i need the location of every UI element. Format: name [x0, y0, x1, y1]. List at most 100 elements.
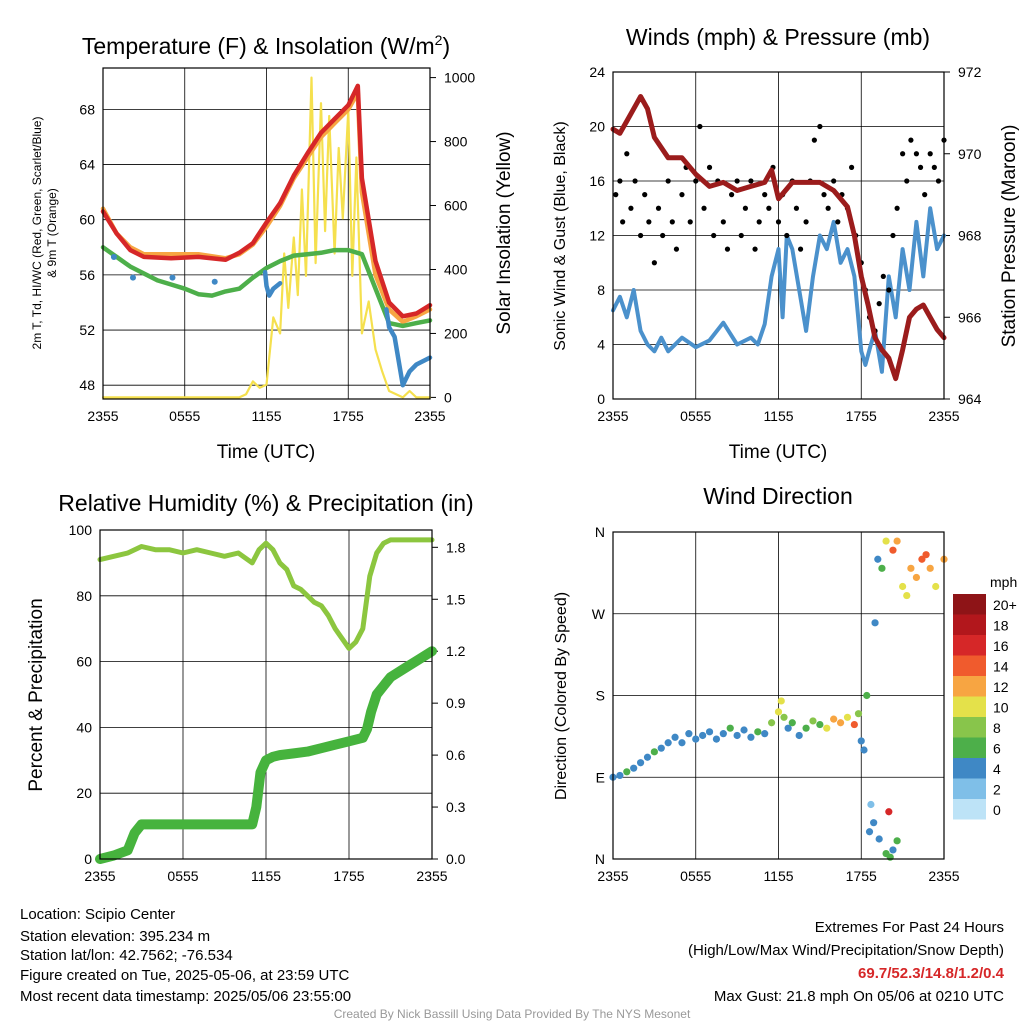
x-tick-label: 2355 — [84, 868, 115, 884]
gust-point — [673, 246, 680, 252]
y-tick-label: 56 — [79, 267, 95, 283]
direction-point — [907, 564, 915, 572]
gust-point — [886, 287, 892, 293]
direction-point — [860, 746, 868, 754]
y-tick-label: 64 — [79, 157, 95, 173]
credit-text: Created By Nick Bassill Using Data Provi… — [333, 1007, 691, 1021]
temperature-xlabel: Time (UTC) — [217, 442, 316, 463]
legend-swatch — [953, 635, 986, 656]
direction-point — [784, 724, 792, 732]
direction-point — [850, 720, 858, 729]
x-tick-label: 2355 — [928, 868, 959, 884]
y-tick-label: 52 — [79, 322, 95, 338]
direction-point — [903, 591, 911, 600]
direction-point — [774, 708, 783, 716]
direction-point — [865, 828, 874, 836]
gust-point — [894, 205, 900, 211]
gust-point — [917, 164, 924, 170]
direction-point — [874, 555, 882, 563]
direction-point — [918, 555, 926, 563]
direction-panel: Wind Direction 2355 0555 1155 1755 2355NESWN… — [553, 483, 1017, 884]
temperature-ylabel-line1: 2m T, Td, HI/WC (Red, Green, Scarlet/Blu… — [30, 117, 44, 350]
y-tick-label: 40 — [76, 719, 92, 735]
direction-point — [926, 564, 934, 572]
x-tick-label: 2355 — [87, 408, 118, 424]
y2-tick-label: 0.3 — [446, 799, 466, 815]
direction-point — [636, 759, 645, 767]
windchill-series-line — [262, 269, 283, 298]
direction-point — [768, 719, 776, 727]
direction-point — [726, 724, 734, 732]
x-tick-label: 0555 — [680, 408, 711, 424]
direction-point — [836, 719, 845, 727]
gust-point — [908, 137, 914, 143]
gust-point — [913, 151, 920, 157]
gust-point — [784, 232, 790, 239]
legend-label: 14 — [993, 659, 1009, 675]
y2-tick-label: 400 — [444, 261, 468, 277]
direction-point — [630, 764, 638, 772]
legend-swatch — [953, 737, 986, 758]
humidity-plot-area: 2355 0555 1155 1755 23550204060801000.00.30.… — [69, 522, 466, 884]
winds-xlabel: Time (UTC) — [729, 442, 828, 463]
gust-point — [701, 205, 707, 211]
gust-point — [831, 178, 837, 184]
direction-point — [823, 724, 831, 732]
gust-point — [738, 232, 744, 239]
gust-point — [693, 178, 699, 184]
solar-ylabel: Solar Insolation (Yellow) — [494, 131, 515, 334]
gust-point — [742, 205, 749, 211]
y-tick-label: N — [595, 851, 605, 867]
direction-point — [699, 731, 707, 740]
legend-swatch — [953, 778, 986, 799]
gust-point — [890, 232, 896, 239]
direction-point — [692, 735, 700, 743]
max-gust-text: Max Gust: 21.8 mph On 05/06 at 0210 UTC — [713, 988, 1004, 1005]
gust-point — [711, 232, 717, 239]
direction-point — [616, 771, 624, 780]
created-text: Figure created on Tue, 2025-05-06, at 23… — [20, 967, 350, 984]
windchill-point — [169, 274, 176, 281]
direction-point — [712, 735, 721, 743]
direction-point — [882, 537, 890, 545]
gust-point — [687, 219, 693, 225]
gust-point — [624, 151, 630, 157]
gust-point — [651, 260, 657, 266]
gust-point — [665, 178, 671, 184]
direction-point — [857, 737, 865, 745]
gust-point — [617, 178, 623, 184]
y2-tick-label: 0.9 — [446, 695, 466, 711]
legend-label: 16 — [993, 638, 1009, 654]
direction-point — [761, 730, 769, 738]
direction-point — [719, 730, 727, 738]
direction-point — [843, 713, 852, 721]
y-tick-label: 20 — [76, 785, 92, 801]
recent-data-text: Most recent data timestamp: 2025/05/06 2… — [20, 988, 352, 1005]
direction-point — [816, 720, 824, 729]
direction-point — [809, 717, 817, 725]
legend-title: mph — [990, 574, 1017, 590]
gust-point — [793, 205, 800, 211]
temperature-plot-area: 2355 0555 1155 1755 2355 48 52 56 60 64 68 0 200 400 6… — [79, 68, 475, 424]
direction-point — [777, 697, 785, 705]
dewpoint-series-line — [100, 245, 433, 329]
direction-point — [854, 710, 863, 718]
y-tick-label: 20 — [589, 119, 605, 135]
direction-point — [893, 537, 901, 545]
direction-point — [747, 733, 755, 741]
rh-series-line — [97, 537, 435, 651]
x-tick-label: 0555 — [167, 868, 198, 884]
y2-tick-label: 968 — [958, 228, 982, 244]
gust-point — [642, 192, 648, 198]
y-tick-label: N — [595, 524, 605, 540]
gust-point — [825, 205, 831, 211]
direction-point — [875, 835, 883, 843]
direction-point — [678, 739, 686, 747]
winds-ylabel: Sonic Wind & Gust (Blue, Black) — [552, 121, 569, 350]
y-tick-label: 80 — [76, 588, 92, 604]
gust-point — [613, 192, 619, 198]
temperature-panel: Temperature (F) & Insolation (W/m2) 2355… — [30, 32, 515, 463]
y-tick-label: S — [596, 688, 605, 704]
